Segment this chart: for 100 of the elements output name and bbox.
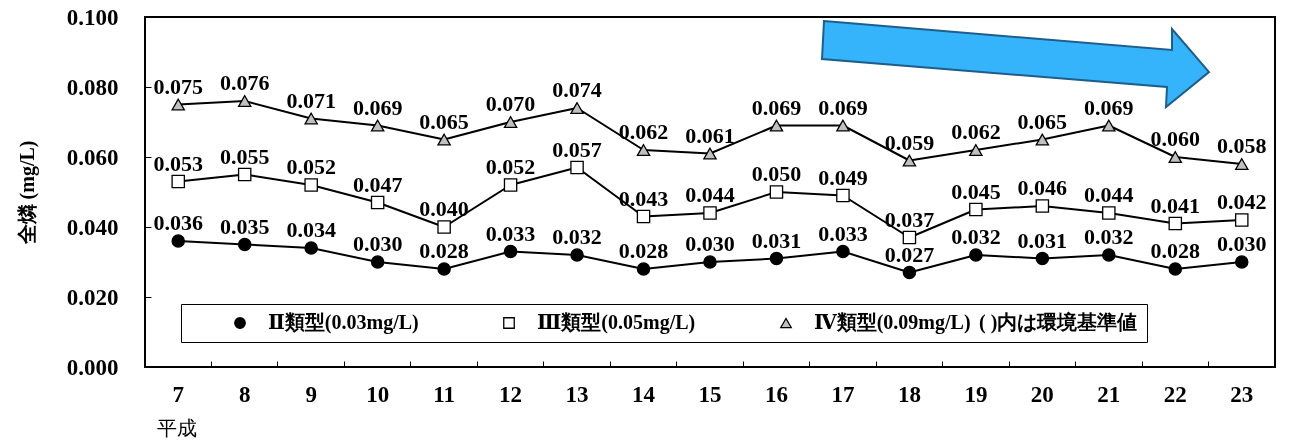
- point: [570, 102, 584, 114]
- data-label: 0.058: [1217, 133, 1267, 158]
- x-tick-label: 20: [1030, 381, 1054, 407]
- x-tick-label: 10: [366, 381, 390, 407]
- x-tick-label: 22: [1163, 381, 1187, 407]
- point: [769, 185, 784, 199]
- data-label: 0.053: [153, 150, 203, 176]
- x-tick-label: 9: [305, 381, 317, 407]
- data-label: 0.069: [1084, 94, 1134, 120]
- point: [1035, 199, 1050, 213]
- point: [237, 237, 252, 252]
- point: [503, 244, 518, 259]
- point: [769, 119, 784, 132]
- point: [636, 262, 651, 276]
- data-label: 0.031: [1017, 227, 1068, 253]
- point: [769, 251, 784, 266]
- x-axis-title: 平成: [156, 416, 197, 439]
- data-label: 0.043: [618, 185, 669, 211]
- data-label: 0.059: [884, 129, 935, 155]
- data-label: 0.044: [1084, 182, 1134, 207]
- data-label: 0.032: [1084, 224, 1134, 249]
- data-label: 0.047: [352, 171, 403, 197]
- data-label: 0.060: [1150, 126, 1201, 151]
- data-label: 0.028: [419, 238, 469, 263]
- point: [437, 220, 451, 234]
- point: [437, 262, 451, 276]
- point: [570, 248, 584, 262]
- x-tick-label: 18: [897, 381, 921, 407]
- data-label: 0.075: [153, 73, 203, 99]
- data-label: 0.032: [552, 224, 602, 249]
- data-label: 0.055: [219, 143, 270, 169]
- y-tick-label: 0.000: [66, 354, 119, 380]
- point: [1234, 255, 1249, 269]
- x-tick-label: 15: [698, 381, 722, 407]
- y-tick-label: 0.040: [66, 214, 119, 240]
- x-tick-label: 21: [1097, 381, 1121, 407]
- point: [370, 119, 385, 132]
- data-label: 0.028: [618, 238, 669, 263]
- point: [636, 209, 651, 224]
- x-tick-label: 7: [172, 381, 184, 407]
- point: [171, 234, 186, 248]
- point: [836, 188, 850, 203]
- point: [902, 230, 917, 245]
- point: [902, 265, 917, 280]
- point: [171, 98, 186, 111]
- point: [1035, 251, 1050, 266]
- annotation: ( )内は環境基準値: [979, 311, 1138, 334]
- x-tick-label: 23: [1230, 381, 1254, 407]
- data-label: 0.033: [818, 220, 868, 246]
- data-label: 0.052: [286, 154, 336, 179]
- point: [503, 178, 518, 192]
- data-label: 0.044: [685, 182, 735, 207]
- point: [370, 255, 385, 269]
- data-label: 0.074: [552, 77, 602, 102]
- data-label: 0.033: [485, 220, 536, 246]
- data-label: 0.046: [1017, 175, 1068, 200]
- legend-label: Ⅳ類型(0.09mg/L): [814, 311, 971, 334]
- x-tick-label: 19: [964, 381, 988, 407]
- data-label: 0.052: [485, 154, 536, 179]
- x-tick-label: 16: [764, 381, 788, 407]
- x-tick-label: 12: [499, 381, 523, 407]
- point: [1234, 213, 1249, 227]
- point: [703, 255, 717, 269]
- x-tick-label: 13: [565, 381, 589, 407]
- point: [304, 178, 318, 192]
- data-label: 0.049: [818, 164, 868, 190]
- point: [570, 160, 584, 175]
- point: [1168, 262, 1183, 276]
- x-tick-label: 8: [238, 381, 251, 407]
- x-tick-label: 11: [433, 381, 455, 407]
- y-axis-title: 全燐 (mg/L): [15, 140, 39, 246]
- point: [171, 174, 186, 189]
- point: [1234, 158, 1249, 170]
- data-label: 0.076: [219, 70, 270, 95]
- point: [1102, 248, 1116, 262]
- point: [1102, 206, 1116, 220]
- y-tick-label: 0.100: [66, 4, 119, 30]
- point: [703, 206, 717, 220]
- data-label: 0.037: [884, 206, 935, 232]
- point: [370, 195, 385, 210]
- data-label: 0.045: [951, 178, 1001, 204]
- point: [1035, 133, 1050, 146]
- data-label: 0.040: [419, 196, 469, 221]
- point: [836, 119, 850, 132]
- data-label: 0.062: [618, 119, 669, 144]
- y-tick-label: 0.060: [66, 144, 119, 170]
- data-label: 0.028: [1150, 238, 1201, 263]
- data-label: 0.030: [1217, 231, 1267, 256]
- point: [237, 167, 252, 182]
- data-label: 0.034: [286, 217, 336, 242]
- point: [237, 95, 252, 107]
- data-label: 0.069: [352, 94, 403, 120]
- data-label: 0.030: [352, 231, 403, 256]
- data-label: 0.065: [419, 108, 469, 134]
- x-tick-label: 14: [632, 381, 656, 407]
- data-label: 0.069: [818, 94, 868, 120]
- legend-label: Ⅲ類型(0.05mg/L): [537, 311, 696, 334]
- data-label: 0.031: [751, 227, 802, 253]
- point: [703, 147, 717, 160]
- data-label: 0.032: [951, 224, 1001, 249]
